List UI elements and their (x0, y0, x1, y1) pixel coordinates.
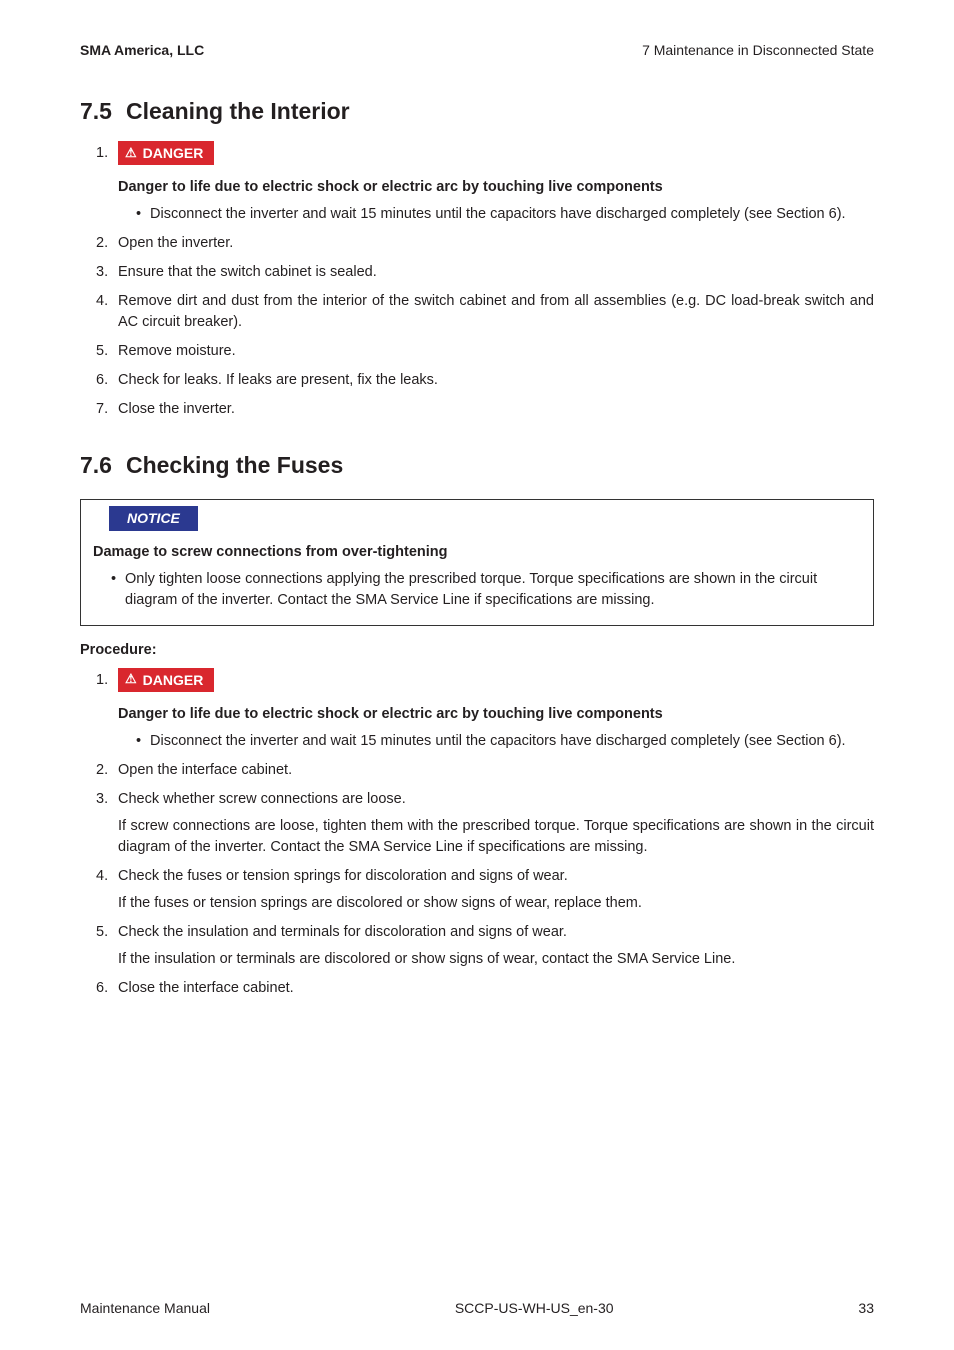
danger-title: Danger to life due to electric shock or … (118, 177, 874, 198)
footer-page-number: 33 (858, 1300, 874, 1316)
header-company: SMA America, LLC (80, 42, 204, 58)
notice-bullets: Only tighten loose connections applying … (93, 569, 861, 611)
notice-label: NOTICE (109, 506, 198, 530)
procedure-7-6: ⚠ DANGER Danger to life due to electric s… (80, 668, 874, 1007)
warning-icon: ⚠ (125, 145, 137, 162)
step-1: ⚠ DANGER Danger to life due to electric s… (80, 141, 874, 225)
step-3-line2: If screw connections are loose, tighten … (118, 816, 874, 858)
danger-bullets: Disconnect the inverter and wait 15 minu… (118, 731, 874, 752)
danger-bullet: Disconnect the inverter and wait 15 minu… (136, 731, 874, 752)
step-2: Open the inverter. (80, 233, 874, 254)
notice-box: NOTICE Damage to screw connections from … (80, 499, 874, 625)
step-5-line2: If the insulation or terminals are disco… (118, 949, 874, 970)
step-4: Check the fuses or tension springs for d… (80, 866, 874, 914)
procedure-label: Procedure: (80, 642, 874, 658)
step-3: Check whether screw connections are loos… (80, 789, 874, 858)
footer-center: SCCP-US-WH-US_en-30 (455, 1300, 614, 1316)
header-chapter: 7 Maintenance in Disconnected State (642, 42, 874, 58)
section-heading-text: Cleaning the Interior (126, 98, 350, 124)
danger-label: DANGER (143, 671, 204, 689)
step-3-line1: Check whether screw connections are loos… (118, 789, 874, 810)
page-footer: Maintenance Manual SCCP-US-WH-US_en-30 3… (80, 1300, 874, 1316)
danger-badge: ⚠ DANGER (118, 141, 214, 165)
step-1: ⚠ DANGER Danger to life due to electric s… (80, 668, 874, 752)
procedure-7-5: ⚠ DANGER Danger to life due to electric s… (80, 141, 874, 428)
step-4-line1: Check the fuses or tension springs for d… (118, 866, 874, 887)
section-number: 7.6 (80, 452, 112, 478)
step-2: Open the interface cabinet. (80, 760, 874, 781)
footer-left: Maintenance Manual (80, 1300, 210, 1316)
step-6: Check for leaks. If leaks are present, f… (80, 370, 874, 391)
notice-bullet: Only tighten loose connections applying … (111, 569, 861, 611)
notice-title: Damage to screw connections from over-ti… (93, 542, 861, 563)
step-6: Close the interface cabinet. (80, 978, 874, 999)
step-7: Close the inverter. (80, 399, 874, 420)
section-7-5-title: 7.5 Cleaning the Interior (80, 98, 874, 125)
danger-title: Danger to life due to electric shock or … (118, 704, 874, 725)
step-4: Remove dirt and dust from the interior o… (80, 291, 874, 333)
page-header: SMA America, LLC 7 Maintenance in Discon… (80, 42, 874, 58)
step-5: Check the insulation and terminals for d… (80, 922, 874, 970)
step-3: Ensure that the switch cabinet is sealed… (80, 262, 874, 283)
step-4-line2: If the fuses or tension springs are disc… (118, 893, 874, 914)
danger-label: DANGER (143, 144, 204, 162)
step-5-line1: Check the insulation and terminals for d… (118, 922, 874, 943)
danger-badge: ⚠ DANGER (118, 668, 214, 692)
page: SMA America, LLC 7 Maintenance in Discon… (0, 0, 954, 1350)
section-heading-text: Checking the Fuses (126, 452, 343, 478)
danger-bullets: Disconnect the inverter and wait 15 minu… (118, 204, 874, 225)
step-5: Remove moisture. (80, 341, 874, 362)
section-number: 7.5 (80, 98, 112, 124)
section-7-6-title: 7.6 Checking the Fuses (80, 452, 874, 479)
danger-bullet: Disconnect the inverter and wait 15 minu… (136, 204, 874, 225)
warning-icon: ⚠ (125, 671, 137, 688)
